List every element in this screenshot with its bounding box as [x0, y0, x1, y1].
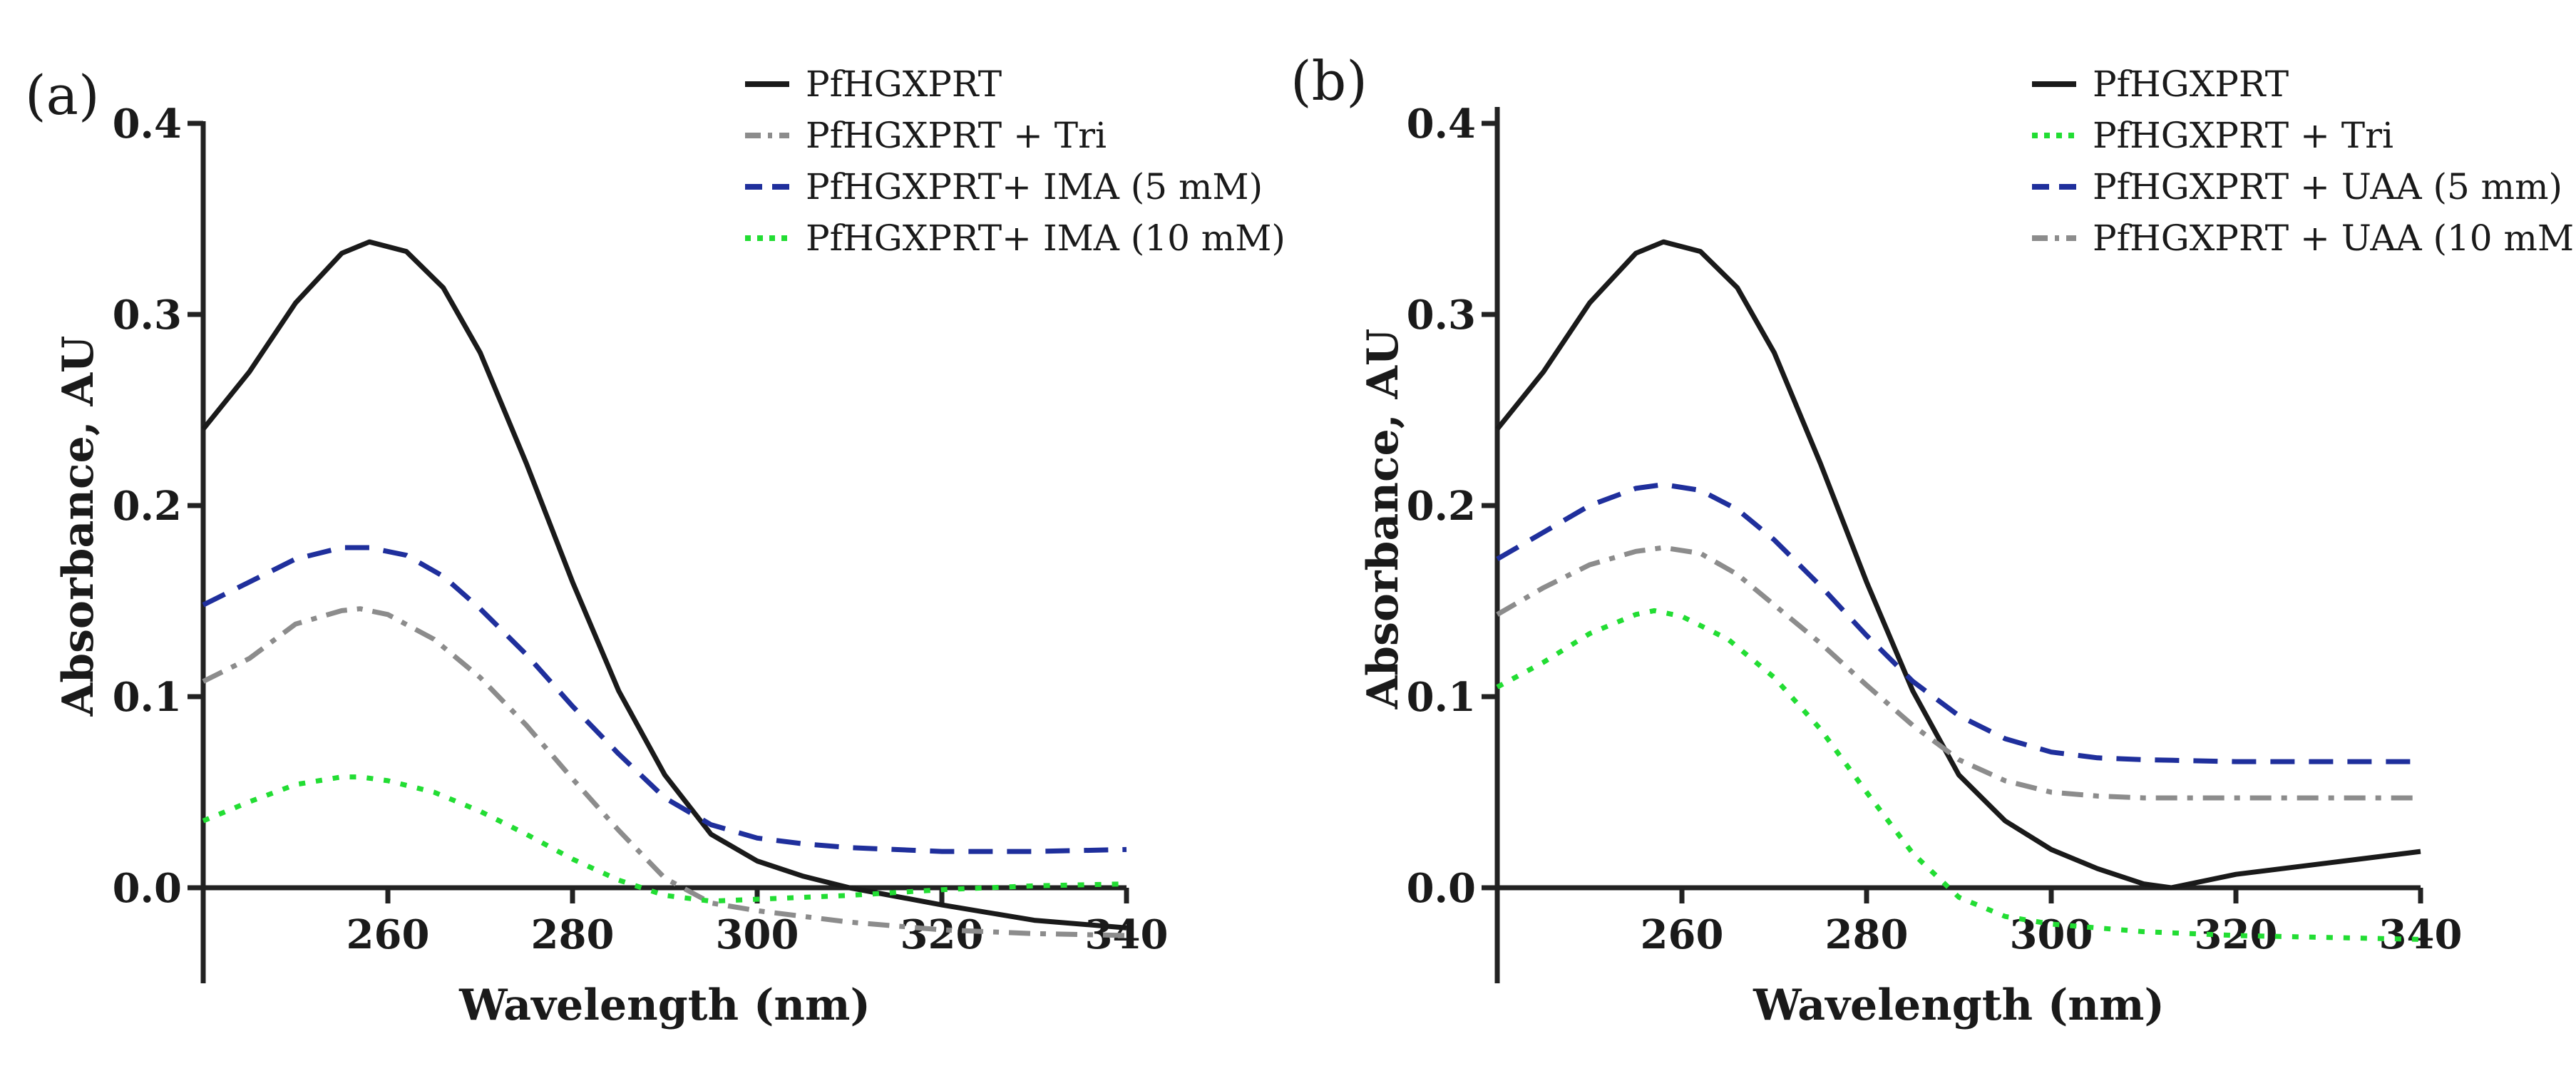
y-tick-label: 0.3: [113, 292, 182, 339]
legend-label: PfHGXPRT + Tri: [2093, 115, 2393, 156]
x-axis-title: Wavelength (nm): [1753, 980, 2165, 1030]
x-tick-label: 340: [2379, 911, 2463, 958]
legend-label: PfHGXPRT+ IMA (10 mM): [806, 217, 1286, 259]
panel-label: (a): [25, 63, 100, 127]
series-line-3: [1496, 482, 2421, 764]
series-line-4: [1496, 545, 2421, 801]
y-tick-label: 0.0: [1407, 865, 1476, 912]
x-tick-label: 340: [1085, 911, 1169, 958]
x-tick-label: 280: [531, 911, 615, 958]
y-axis-title: Absorbance, AU: [53, 336, 103, 717]
series-line-1: [201, 239, 1127, 931]
legend-label: PfHGXPRT+ IMA (5 mM): [806, 166, 1263, 207]
series-line-4: [202, 774, 1127, 904]
legend-label: PfHGXPRT: [806, 63, 1002, 105]
x-axis-title: Wavelength (nm): [458, 980, 871, 1030]
x-tick-label: 260: [1641, 911, 1724, 958]
series-line-2: [202, 606, 1127, 938]
series-line-1: [1495, 239, 2421, 891]
y-tick-label: 0.0: [113, 865, 182, 912]
y-tick-label: 0.4: [113, 101, 182, 148]
panel-a: 0.0 0.1 0.2 0.3 0.4 260 280 300 320 340 Wavelength…: [25, 63, 1286, 1030]
y-tick-label: 0.3: [1407, 292, 1476, 339]
panel-label: (b): [1290, 49, 1367, 113]
x-tick-label: 300: [716, 911, 799, 958]
y-tick-label: 0.4: [1407, 101, 1476, 148]
y-tick-label: 0.2: [1407, 483, 1476, 530]
y-tick-label: 0.2: [113, 483, 182, 530]
y-tick-label: 0.1: [113, 674, 182, 721]
series-line-3: [202, 545, 1127, 854]
y-axis-title: Absorbance, AU: [1358, 329, 1408, 710]
x-tick-label: 320: [900, 911, 984, 958]
series-line-2: [1496, 608, 2421, 942]
y-tick-label: 0.1: [1407, 674, 1476, 721]
legend-label: PfHGXPRT + UAA (10 mM): [2093, 217, 2576, 259]
legend-label: PfHGXPRT: [2093, 63, 2289, 105]
x-tick-label: 280: [1825, 911, 1909, 958]
x-tick-label: 260: [347, 911, 430, 958]
legend-label: PfHGXPRT + UAA (5 mm): [2093, 166, 2562, 207]
legend-label: PfHGXPRT + Tri: [806, 115, 1107, 156]
